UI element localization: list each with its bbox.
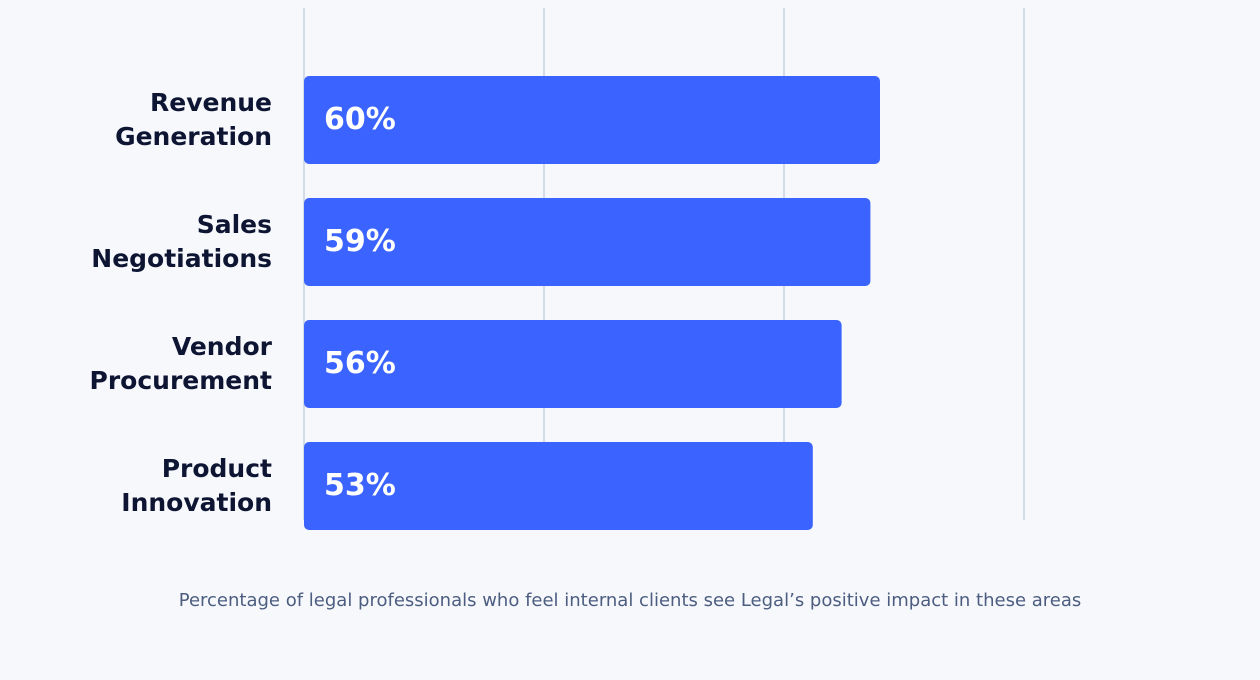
bar — [304, 198, 871, 286]
bar — [304, 442, 813, 530]
category-label: Product Innovation — [121, 454, 272, 517]
value-label: 53% — [324, 468, 396, 503]
value-label: 59% — [324, 224, 396, 259]
category-label: Revenue Generation — [115, 88, 272, 151]
value-label: 56% — [324, 346, 396, 381]
bar — [304, 76, 880, 164]
value-label: 60% — [324, 102, 396, 137]
category-label: Sales Negotiations — [91, 210, 272, 273]
category-label: Vendor Procurement — [89, 332, 272, 395]
caption: Percentage of legal professionals who fe… — [178, 590, 1082, 611]
bar — [304, 320, 842, 408]
